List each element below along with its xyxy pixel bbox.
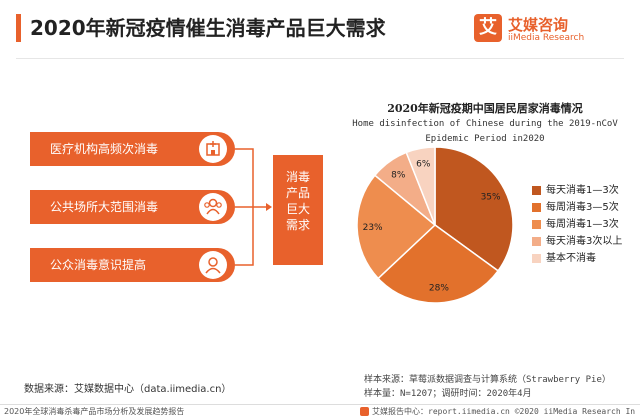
person-icon (199, 251, 227, 279)
chart-title: 2020年新冠疫期中国居民居家消毒情况 (387, 102, 583, 115)
legend-swatch (532, 237, 541, 246)
page-footer: 2020年全球消毒杀毒产品市场分析及发展趋势报告 艾媒报告中心：report.i… (0, 404, 640, 418)
page-title: 2020年新冠疫情催生消毒产品巨大需求 (30, 16, 386, 40)
pie-slice (405, 146, 436, 226)
footer-report-title: 2020年全球消毒杀毒产品市场分析及发展趋势报告 (4, 407, 185, 416)
demand-summary-box: 消毒 产品 巨大 需求 (273, 155, 323, 265)
pie-slice-label: 35% (481, 193, 501, 203)
logo-name-cn: 艾媒咨询 (508, 16, 569, 34)
legend-swatch (532, 254, 541, 263)
legend-label: 每周消毒3—5次 (546, 202, 619, 213)
demand-summary-text: 消毒 产品 巨大 需求 (285, 170, 310, 232)
legend-swatch (532, 203, 541, 212)
legend-label: 每天消毒3次以上 (546, 236, 623, 247)
pie-slice (434, 146, 514, 272)
brand-mini-icon (360, 407, 369, 416)
category-label: 公众消毒意识提高 (50, 258, 147, 272)
chart-subtitle-line1: Home disinfection of Chinese during the … (352, 119, 618, 129)
legend-label: 基本不消毒 (546, 253, 596, 264)
legend-swatch (532, 186, 541, 195)
pie-slice-label: 8% (391, 171, 406, 181)
footer-report-center: 艾媒报告中心：report.iimedia.cn ©2020 iiMedia R… (372, 407, 636, 416)
sample-size-note: 样本量：N=1207；调研时间：2020年4月 (364, 389, 532, 399)
logo-name-en: iiMedia Research (508, 33, 585, 43)
legend-label: 每周消毒1—3次 (546, 219, 619, 230)
data-source: 数据来源：艾媒数据中心（data.iimedia.cn） (24, 384, 232, 395)
pie-slice (377, 224, 500, 304)
category-medical-disinfection: 医疗机构高频次消毒 (30, 132, 235, 166)
pie-slice-label: 28% (429, 283, 449, 293)
category-label: 医疗机构高频次消毒 (50, 142, 159, 156)
legend-swatch (532, 220, 541, 229)
category-public-disinfection: 公共场所大范围消毒 (30, 190, 235, 224)
brand-logo: 艾 艾媒咨询 iiMedia Research (474, 12, 634, 52)
title-accent-bar (16, 14, 21, 42)
pie-chart: 35% 28% 23% 8% 6% (356, 146, 514, 304)
pie-slice-label: 23% (363, 223, 383, 233)
logo-mark: 艾 (474, 14, 502, 42)
header-divider (16, 58, 624, 59)
pie-slice-label: 6% (416, 160, 431, 170)
category-public-awareness: 公众消毒意识提高 (30, 248, 235, 282)
legend-label: 每天消毒1—3次 (546, 185, 619, 196)
pie-slice (356, 174, 437, 280)
category-label: 公共场所大范围消毒 (50, 200, 159, 214)
sample-source-note: 样本来源：草莓派数据调查与计算系统（Strawberry Pie） (364, 375, 611, 385)
people-group-icon (199, 193, 227, 221)
hospital-icon (199, 135, 227, 163)
chart-subtitle-line2: Epidemic Period in2020 (425, 134, 545, 144)
bracket-connector (235, 148, 272, 266)
